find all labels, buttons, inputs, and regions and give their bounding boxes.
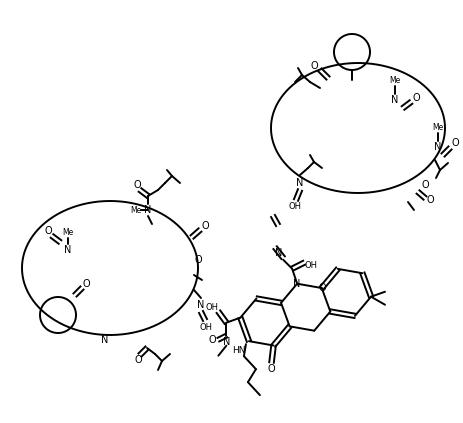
Text: N: N <box>197 300 205 310</box>
Text: OH: OH <box>200 322 213 332</box>
Text: O: O <box>319 283 326 293</box>
Text: Me: Me <box>63 228 74 236</box>
Text: N: N <box>144 205 152 215</box>
Text: N: N <box>391 95 399 105</box>
Text: N: N <box>101 335 109 345</box>
Text: OH: OH <box>305 261 318 270</box>
Text: N: N <box>296 178 304 188</box>
Text: O: O <box>421 180 429 190</box>
Text: OH: OH <box>206 303 219 312</box>
Text: O: O <box>451 138 459 148</box>
Text: N: N <box>275 248 283 258</box>
Text: O: O <box>194 255 202 265</box>
Text: Me: Me <box>389 75 400 85</box>
Text: O: O <box>201 221 209 231</box>
Text: N: N <box>223 337 230 347</box>
Text: O: O <box>268 365 275 374</box>
Text: Me: Me <box>131 206 142 214</box>
Text: N: N <box>294 279 301 289</box>
Text: O: O <box>208 335 216 345</box>
Text: O: O <box>44 226 52 236</box>
Text: Me: Me <box>432 123 444 132</box>
Text: OH: OH <box>288 201 301 211</box>
Text: O: O <box>310 61 318 71</box>
Text: N: N <box>64 245 72 255</box>
Text: O: O <box>133 180 141 190</box>
Text: N: N <box>434 142 442 152</box>
Text: O: O <box>412 93 420 103</box>
Text: O: O <box>134 355 142 365</box>
Text: HN: HN <box>232 346 246 354</box>
Text: O: O <box>82 279 90 289</box>
Text: O: O <box>426 195 434 205</box>
